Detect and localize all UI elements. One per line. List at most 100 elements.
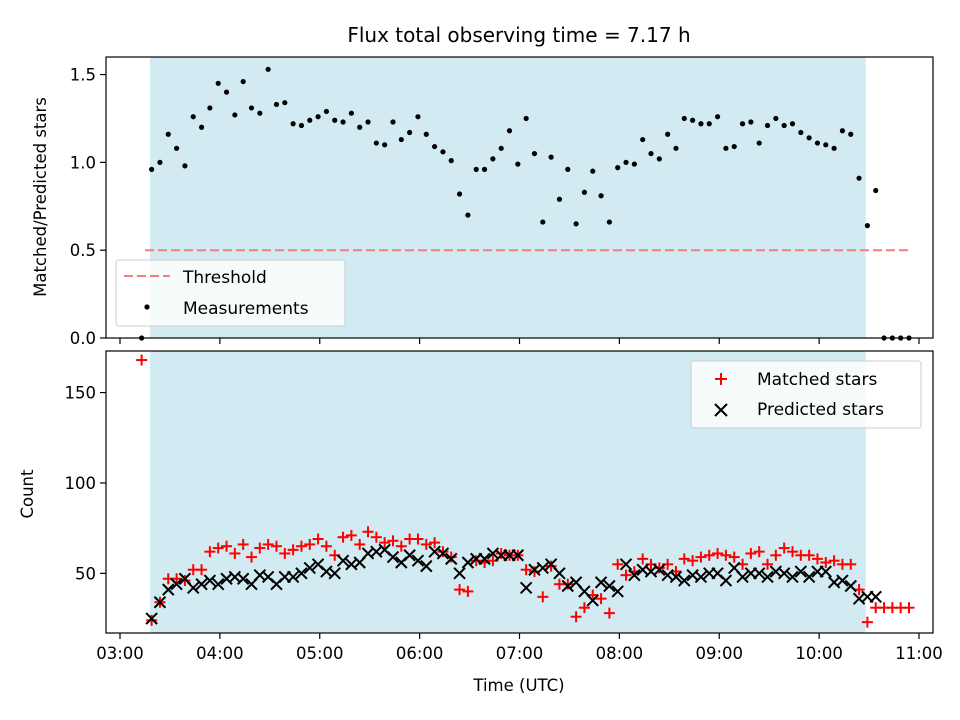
matched-star-point <box>695 551 707 563</box>
measurement-point <box>789 121 796 127</box>
matched-star-point <box>687 555 699 567</box>
predicted-star-point <box>203 574 217 587</box>
measurement-point <box>723 145 729 151</box>
legend-measurements-swatch <box>144 304 150 310</box>
predicted-star-point <box>619 558 633 571</box>
measurement-point <box>598 193 604 199</box>
predicted-star-point <box>802 570 816 584</box>
measurement-point <box>257 110 263 116</box>
measurement-point <box>415 114 421 120</box>
predicted-star-point <box>819 565 832 578</box>
measurement-point <box>798 129 804 136</box>
matched-star-point <box>770 549 782 561</box>
x-tick-label: 03:00 <box>96 644 144 663</box>
predicted-star-point <box>328 567 341 580</box>
predicted-star-point <box>303 561 316 575</box>
predicted-star-point <box>844 579 857 593</box>
matched-star-point <box>387 535 399 547</box>
measurement-point <box>432 143 438 150</box>
measurement-point <box>698 121 704 127</box>
ratio-y-tick-label: 1.0 <box>70 153 96 172</box>
measurement-point <box>831 145 837 151</box>
matched-star-point <box>237 538 249 550</box>
matched-star-point <box>753 546 765 558</box>
measurement-point <box>149 166 155 172</box>
measurement-point <box>814 140 821 146</box>
count-y-axis-label: Count <box>18 469 37 519</box>
measurement-point <box>223 89 230 95</box>
predicted-star-point <box>212 577 225 591</box>
matched-star-point <box>786 546 798 558</box>
x-tick-label: 08:00 <box>596 644 644 663</box>
matched-star-point <box>703 549 715 561</box>
count-y-tick-label: 150 <box>65 384 97 403</box>
matched-star-point <box>720 549 732 561</box>
ratio-y-tick-label: 1.5 <box>70 66 96 85</box>
measurement-point <box>298 122 305 129</box>
matched-star-point <box>728 551 740 563</box>
measurement-point <box>440 149 446 155</box>
predicted-star-point <box>611 585 624 598</box>
measurement-point <box>157 159 163 165</box>
matched-star-point <box>287 544 299 556</box>
x-tick-label: 10:00 <box>795 644 843 663</box>
measurement-point <box>631 161 637 167</box>
count-y-tick-label: 100 <box>65 474 97 493</box>
measurement-point <box>681 115 687 122</box>
measurement-point <box>407 129 413 136</box>
measurement-point <box>340 119 346 125</box>
measurement-point <box>606 219 612 225</box>
x-tick-label: 07:00 <box>496 644 544 663</box>
measurement-point <box>706 121 712 127</box>
matched-star-point <box>470 555 482 567</box>
predicted-star-point <box>786 570 799 584</box>
matched-star-point <box>678 553 690 565</box>
predicted-star-point <box>678 574 691 587</box>
chart-title: Flux total observing time = 7.17 h <box>347 23 690 47</box>
x-axis-label: Time (UTC) <box>472 676 564 695</box>
matched-star-point <box>595 593 607 605</box>
measurement-point <box>448 158 454 164</box>
measurement-point <box>573 221 579 227</box>
matched-star-point <box>229 547 241 559</box>
matched-star-point <box>420 538 432 550</box>
x-tick-label: 04:00 <box>196 644 244 663</box>
matched-star-point <box>312 533 324 545</box>
measurement-point <box>773 115 779 122</box>
measurement-point <box>232 112 238 118</box>
matched-star-point <box>845 558 857 570</box>
legend-predicted-label: Predicted stars <box>757 400 884 420</box>
matched-star-point <box>136 354 148 366</box>
matched-star-point <box>903 602 915 614</box>
measurement-point <box>273 101 280 108</box>
matched-star-point <box>412 533 424 545</box>
measurement-point <box>856 175 862 181</box>
measurement-point <box>423 131 429 137</box>
matched-star-point <box>637 553 649 565</box>
legend-threshold-label: Threshold <box>182 268 267 288</box>
matched-star-point <box>454 584 466 596</box>
count-legend-box <box>690 360 922 429</box>
measurement-point <box>515 161 521 167</box>
count-panel: 50 100 150 03:00 04:00 05:00 06:00 07:00 08:00 0… <box>18 350 943 695</box>
measurement-point <box>307 117 313 123</box>
measurement-point <box>590 168 596 174</box>
matched-star-point <box>603 607 615 619</box>
measurement-point <box>248 105 255 111</box>
matched-star-point <box>520 564 532 576</box>
predicted-star-point <box>436 547 450 560</box>
matched-star-point <box>429 537 441 549</box>
predicted-star-point <box>761 570 774 584</box>
count-legend: Matched stars Predicted stars <box>690 360 922 429</box>
predicted-star-point <box>719 574 733 587</box>
measurement-point <box>781 122 787 129</box>
measurement-point <box>714 114 721 120</box>
predicted-star-point <box>461 556 475 569</box>
measurement-point <box>473 166 479 172</box>
measurement-point <box>565 166 571 172</box>
matched-star-point <box>221 540 233 552</box>
matched-star-point <box>279 547 291 559</box>
matched-star-point <box>370 531 382 543</box>
predicted-star-point <box>286 570 300 584</box>
matched-star-point <box>212 542 224 554</box>
